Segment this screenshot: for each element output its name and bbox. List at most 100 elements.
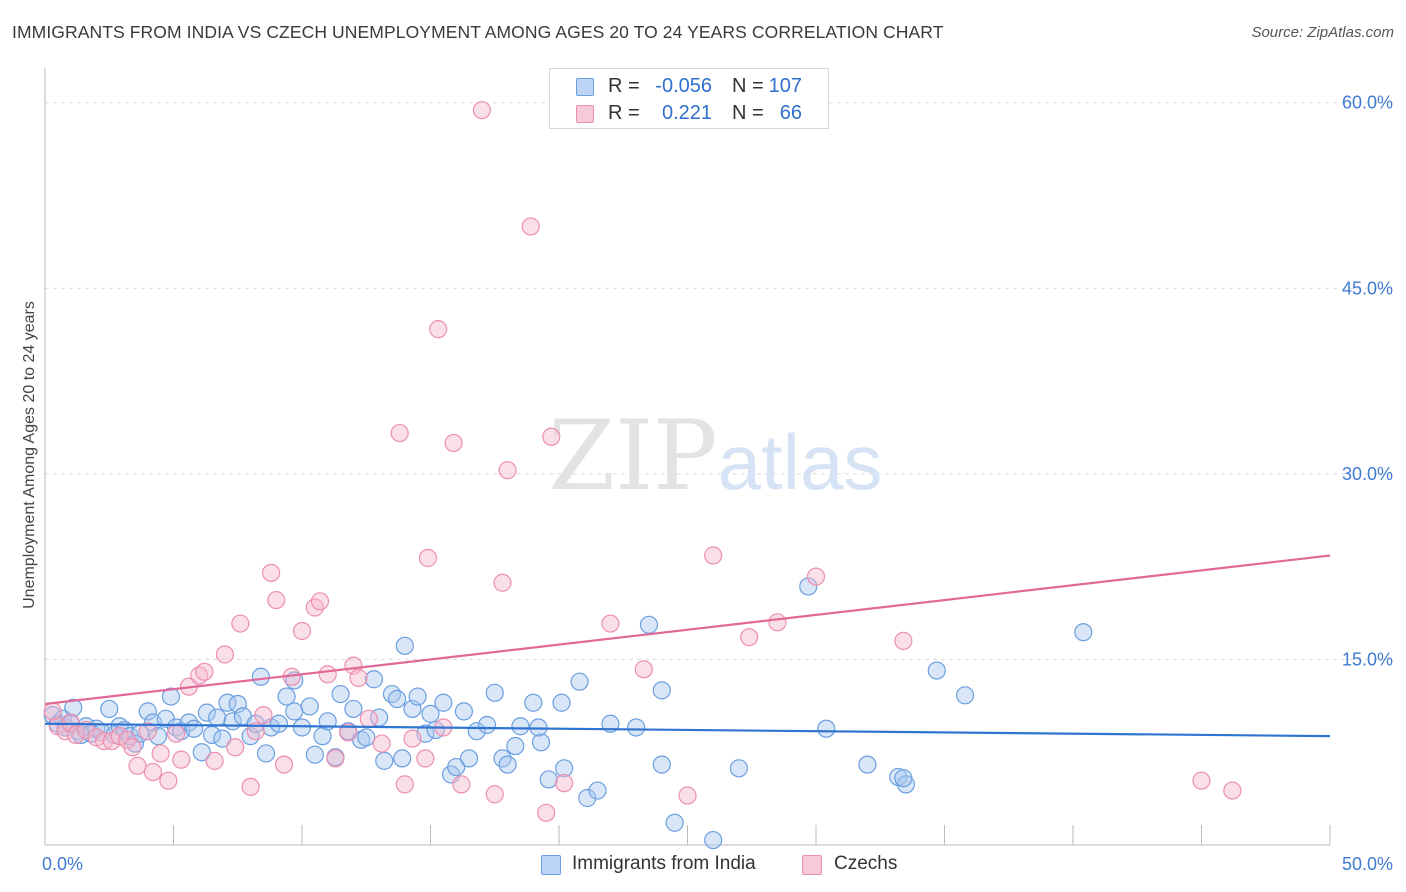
data-point [434,693,453,712]
data-point [768,613,787,632]
data-point [601,614,620,633]
data-point [166,724,186,743]
trend-line-czechs [44,554,1331,706]
data-point [364,670,384,689]
data-point [704,546,723,565]
data-point [447,757,466,777]
data-point [148,727,168,746]
data-point [226,738,245,757]
data-point [459,749,479,768]
data-point [395,636,414,655]
data-point [729,759,749,778]
data-point [66,725,85,744]
data-point [416,749,435,768]
data-point [123,738,142,757]
data-point [231,614,250,633]
legend-n-value: 107 [768,75,802,97]
watermark-zip: ZIP [548,400,717,512]
data-point [318,665,337,684]
y-tick-label: 30.0% [1342,464,1393,484]
data-point [894,631,913,650]
legend-n-value: 66 [774,102,802,124]
data-point [208,708,227,727]
tick-labels: 15.0% 30.0% 45.0% 60.0% 0.0% 50.0% [42,93,1393,874]
legend-swatch-india [541,855,561,875]
data-point [143,762,163,782]
data-point [454,702,474,721]
data-point [128,756,147,775]
data-point [418,548,438,568]
data-point [254,706,273,725]
data-point [262,563,281,582]
data-point [552,693,571,712]
data-point [64,698,83,717]
data-point [472,101,491,120]
data-point [858,755,877,774]
data-point [678,786,697,805]
data-point [161,687,181,706]
data-point [393,749,412,768]
axes [44,68,1331,846]
data-point [498,461,517,480]
data-point [269,714,288,733]
data-point [305,745,324,764]
data-point [740,628,759,647]
legend-n-label: N = [732,102,764,124]
data-point [555,759,574,778]
data-point [485,785,504,804]
data-point [408,687,427,706]
data-point [395,775,414,794]
data-point [578,788,597,808]
data-point [1074,623,1093,642]
chart-title: IMMIGRANTS FROM INDIA VS CZECH UNEMPLOYM… [12,22,944,42]
data-point [241,777,260,796]
data-point [359,709,378,728]
y-tick-label: 60.0% [1342,93,1393,113]
series-czechs [43,101,1242,822]
data-point [817,719,836,738]
data-point [927,661,946,680]
data-point [256,744,276,763]
data-point [372,734,391,753]
data-point [493,573,512,592]
data-point [626,718,646,737]
series-legend: Immigrants from India Czechs [0,850,1406,880]
data-point [277,687,296,706]
data-point [292,718,312,737]
legend-row-czechs: R = 0.221 N = 66 [550,101,828,127]
data-point [292,621,312,641]
trend-lines [44,554,1331,738]
data-point [652,681,671,700]
series-immigrants-from-india [43,577,1093,850]
data-point [184,719,204,738]
data-point [555,774,574,793]
data-point [639,615,659,634]
y-tick-label: 15.0% [1342,649,1393,669]
legend-n-label: N = [732,75,764,97]
data-point [192,743,211,762]
legend-label-india: Immigrants from India [572,853,756,874]
data-point [310,592,330,611]
data-point [506,736,525,756]
data-point [56,722,75,741]
data-point [375,751,394,770]
data-point [477,715,497,735]
data-point [429,320,448,339]
data-point [485,683,504,702]
data-point [197,703,217,722]
data-point [331,684,350,704]
data-point [652,755,671,774]
legend-r-value: 0.221 [656,102,712,124]
data-point [390,423,409,443]
data-point [339,723,358,742]
legend-swatch-india [576,78,594,96]
data-point [1192,771,1211,790]
data-point [588,781,607,800]
data-point [537,803,556,822]
data-point [344,699,363,719]
data-point [382,684,402,704]
data-point [542,427,561,446]
data-point [195,662,214,681]
grid-lines [45,102,1392,660]
